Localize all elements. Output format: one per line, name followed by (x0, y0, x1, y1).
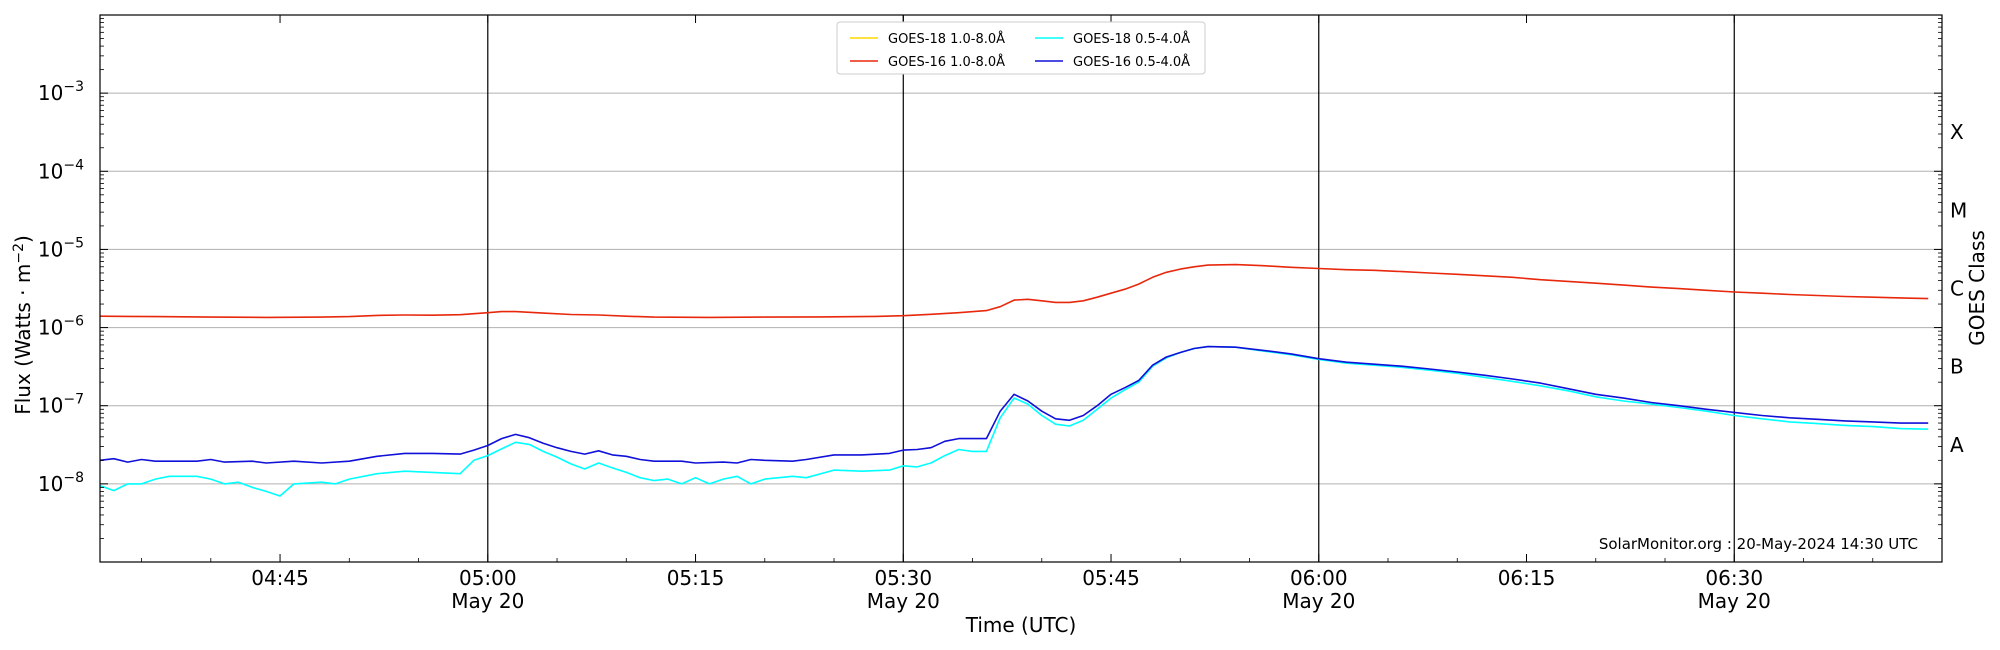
x-tick-label: 05:45 (1082, 566, 1140, 590)
series-line-1 (99, 263, 1929, 319)
series-line-2 (99, 345, 1929, 497)
credit-text: SolarMonitor.org : 20-May-2024 14:30 UTC (1599, 535, 1918, 553)
legend-entry: GOES-16 0.5-4.0Å (1073, 54, 1190, 70)
x-tick-date-label: May 20 (867, 589, 940, 613)
x-tick-label: 06:15 (1498, 566, 1556, 590)
x-tick-date-label: May 20 (1282, 589, 1355, 613)
y-tick-label: 10−8 (38, 470, 84, 496)
x-tick-label: 06:30 (1705, 566, 1763, 590)
grid (100, 92, 1942, 485)
goes-class-x: X (1950, 120, 1964, 144)
x-tick-label: 05:00 (459, 566, 517, 590)
legend-box (836, 21, 1206, 75)
y-axis-label: Flux (Watts · m−2) (11, 235, 35, 415)
legend-entry: GOES-18 0.5-4.0Å (1073, 31, 1190, 47)
x-axis-label: Time (UTC) (965, 613, 1077, 637)
y-tick-label: 10−5 (38, 235, 84, 261)
goes-class-b: B (1950, 355, 1964, 379)
y-tick-label: 10−7 (38, 392, 84, 418)
x-tick-date-label: May 20 (1698, 589, 1771, 613)
y-tick-labels: 10−8 10−7 10−6 10−5 10−4 10−3 (38, 79, 84, 496)
goes-class-c: C (1950, 277, 1964, 301)
y-tick-label: 10−4 (38, 157, 84, 183)
goes-class-axis-label: GOES Class (1965, 230, 1989, 346)
goes-class-labels: A B C M X (1950, 120, 1967, 457)
x-tick-label: 05:15 (667, 566, 725, 590)
legend-entry: GOES-16 1.0-8.0Å (888, 54, 1005, 70)
goes-class-a: A (1950, 433, 1964, 457)
legend: GOES-18 1.0-8.0Å GOES-16 1.0-8.0Å GOES-18 … (836, 21, 1206, 75)
y-tick-label: 10−3 (38, 79, 84, 105)
y-tick-label: 10−6 (38, 314, 84, 340)
legend-entry: GOES-18 1.0-8.0Å (888, 31, 1005, 47)
day-hour-lines (487, 15, 1735, 562)
x-tick-label: 04:45 (251, 566, 309, 590)
series-lines (99, 263, 1929, 497)
x-tick-date-label: May 20 (451, 589, 524, 613)
x-tick-label: 06:00 (1290, 566, 1348, 590)
x-tick-label: 05:30 (874, 566, 932, 590)
goes-class-m: M (1950, 198, 1967, 222)
plot-frame (99, 14, 1943, 563)
series-line-3 (99, 345, 1929, 464)
axis-ticks (100, 15, 1942, 562)
